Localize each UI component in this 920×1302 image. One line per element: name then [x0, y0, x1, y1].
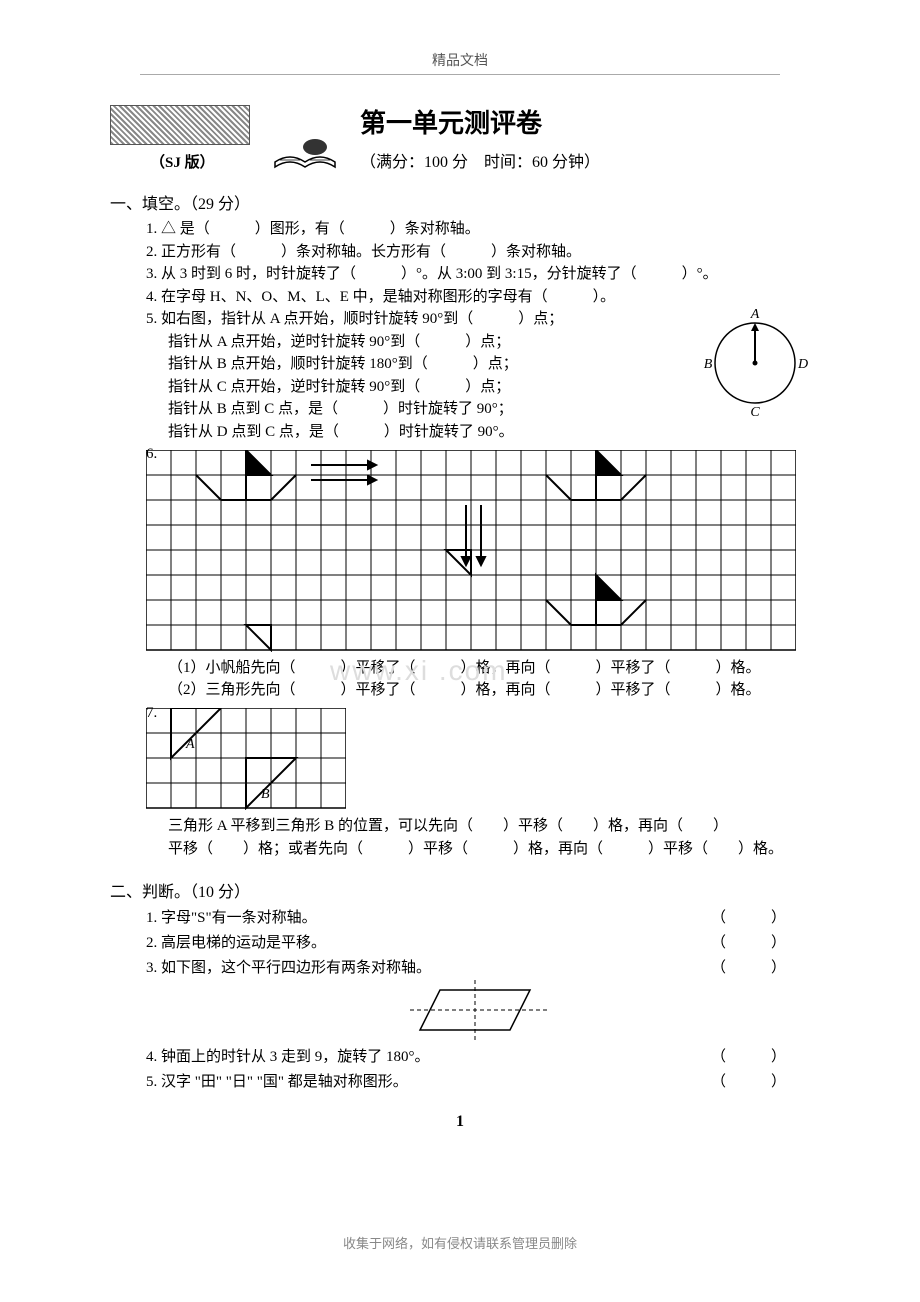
- page-content: （SJ 版） 第一单元测评卷 （满分：100 分 时间：60 分钟） 一、填空。…: [110, 103, 810, 1131]
- j3: 3. 如下图，这个平行四边形有两条对称轴。 （ ）: [146, 956, 786, 981]
- page-header: 精品文档: [140, 0, 780, 75]
- j2: 2. 高层电梯的运动是平移。 （ ）: [146, 931, 786, 956]
- j4: 4. 钟面上的时针从 3 走到 9，旋转了 180°。 （ ）: [146, 1045, 786, 1070]
- q4: 4. 在字母 H、N、O、M、L、E 中，是轴对称图形的字母有（ ）。: [146, 286, 810, 309]
- grid6-diagram: [146, 450, 796, 652]
- q6-2: （2）三角形先向（ ）平移了（ ）格，再向（ ）平移了（ ）格。: [168, 679, 810, 702]
- version-label: （SJ 版）: [150, 151, 250, 172]
- page-footer: 收集于网络，如有侵权请联系管理员删除: [0, 1233, 920, 1252]
- q7a: 三角形 A 平移到三角形 B 的位置，可以先向（ ）平移（ ）格，再向（ ）: [168, 815, 810, 838]
- title-row: （SJ 版） 第一单元测评卷 （满分：100 分 时间：60 分钟）: [110, 103, 810, 172]
- q7b: 平移（ ）格；或者先向（ ）平移（ ）格，再向（ ）平移（ ）格。: [168, 838, 810, 861]
- label-B: B: [704, 357, 713, 372]
- j3-blank: （ ）: [711, 956, 786, 981]
- q6-num: 6.: [146, 443, 810, 466]
- j1-text: 1. 字母"S"有一条对称轴。: [146, 906, 317, 931]
- q7-num: 7.: [146, 702, 810, 725]
- left-block: （SJ 版）: [110, 105, 250, 172]
- grid7-labelB: B: [261, 787, 270, 802]
- q1: 1. △ 是（ ）图形，有（ ）条对称轴。: [146, 218, 810, 241]
- j2-blank: （ ）: [711, 931, 786, 956]
- q5f: 指针从 D 点到 C 点，是（ ）时针旋转了 90°。: [168, 421, 810, 444]
- j4-blank: （ ）: [711, 1045, 786, 1070]
- section2-head: 二、判断。（10 分）: [110, 878, 810, 902]
- j1-blank: （ ）: [711, 906, 786, 931]
- subtitle: （满分：100 分 时间：60 分钟）: [360, 148, 600, 172]
- grid7-labelA: A: [185, 737, 195, 752]
- title-block: 第一单元测评卷 （满分：100 分 时间：60 分钟）: [360, 103, 600, 172]
- decorative-pattern: [110, 105, 250, 145]
- j4-text: 4. 钟面上的时针从 3 走到 9，旋转了 180°。: [146, 1045, 430, 1070]
- j5-text: 5. 汉字 "田" "日" "国" 都是轴对称图形。: [146, 1070, 408, 1095]
- page-number: 1: [110, 1113, 810, 1131]
- j1: 1. 字母"S"有一条对称轴。 （ ）: [146, 906, 786, 931]
- label-A: A: [750, 308, 760, 322]
- q3: 3. 从 3 时到 6 时，时针旋转了（ ）°。从 3:00 到 3:15，分针…: [146, 263, 810, 286]
- footer-text: 收集于网络，如有侵权请联系管理员删除: [343, 1236, 577, 1251]
- label-C: C: [750, 405, 760, 418]
- q6-1: （1）小帆船先向（ ）平移了（ ）格，再向（ ）平移了（ ）格。: [168, 657, 810, 680]
- label-D: D: [797, 357, 808, 372]
- book-icon: [270, 122, 340, 172]
- parallelogram-diagram: [410, 980, 550, 1040]
- j2-text: 2. 高层电梯的运动是平移。: [146, 931, 326, 956]
- header-text: 精品文档: [432, 54, 488, 69]
- circle-diagram: A B C D: [700, 308, 810, 418]
- j5: 5. 汉字 "田" "日" "国" 都是轴对称图形。 （ ）: [146, 1070, 786, 1095]
- main-title: 第一单元测评卷: [360, 103, 600, 140]
- section1-head: 一、填空。（29 分）: [110, 190, 810, 214]
- j3-text: 3. 如下图，这个平行四边形有两条对称轴。: [146, 956, 431, 981]
- j5-blank: （ ）: [711, 1070, 786, 1095]
- q5-block: 5. 如右图，指针从 A 点开始，顺时针旋转 90°到（ ）点； 指针从 A 点…: [110, 308, 810, 443]
- q2: 2. 正方形有（ ）条对称轴。长方形有（ ）条对称轴。: [146, 241, 810, 264]
